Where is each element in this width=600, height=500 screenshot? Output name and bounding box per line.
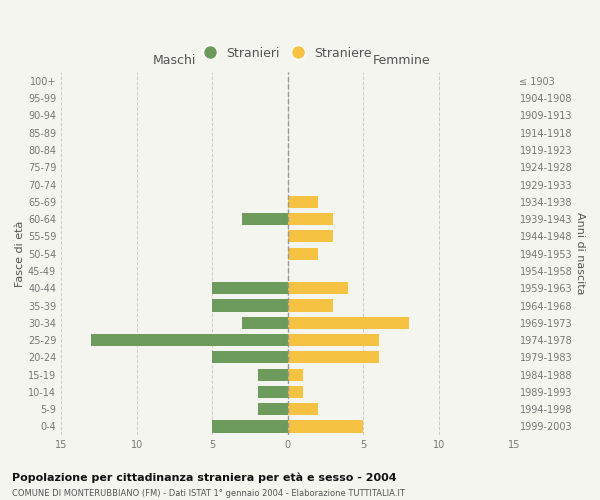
Bar [288, 386, 303, 398]
Bar [212, 352, 288, 364]
Bar [288, 196, 318, 208]
Bar [288, 368, 303, 380]
Text: Maschi: Maschi [153, 54, 196, 67]
Text: Popolazione per cittadinanza straniera per età e sesso - 2004: Popolazione per cittadinanza straniera p… [12, 472, 397, 483]
Bar [288, 230, 333, 242]
Bar [288, 334, 379, 346]
Bar [212, 282, 288, 294]
Y-axis label: Anni di nascita: Anni di nascita [575, 212, 585, 295]
Bar [288, 403, 318, 415]
Bar [288, 248, 318, 260]
Bar [242, 317, 288, 329]
Bar [288, 282, 348, 294]
Y-axis label: Fasce di età: Fasce di età [15, 220, 25, 287]
Text: Femmine: Femmine [373, 54, 430, 67]
Bar [257, 386, 288, 398]
Bar [212, 300, 288, 312]
Legend: Stranieri, Straniere: Stranieri, Straniere [199, 42, 377, 65]
Bar [288, 420, 364, 432]
Bar [242, 213, 288, 225]
Bar [288, 300, 333, 312]
Bar [288, 317, 409, 329]
Bar [91, 334, 288, 346]
Bar [257, 368, 288, 380]
Bar [257, 403, 288, 415]
Text: COMUNE DI MONTERUBBIANO (FM) - Dati ISTAT 1° gennaio 2004 - Elaborazione TUTTITA: COMUNE DI MONTERUBBIANO (FM) - Dati ISTA… [12, 489, 405, 498]
Bar [212, 420, 288, 432]
Bar [288, 352, 379, 364]
Bar [288, 213, 333, 225]
